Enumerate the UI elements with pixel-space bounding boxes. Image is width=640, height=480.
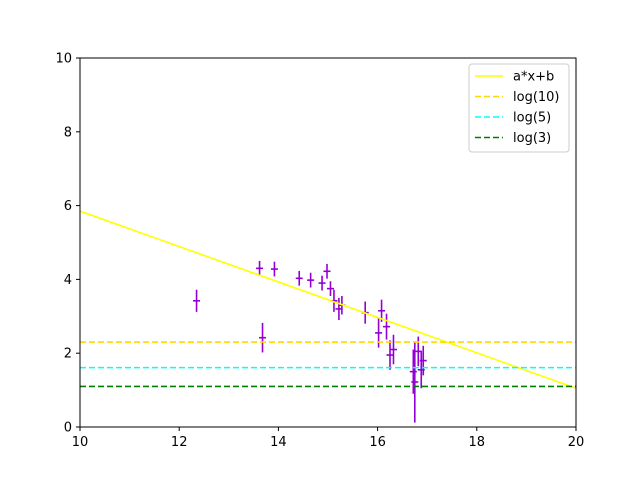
errorbar-point [323, 263, 331, 279]
errorbar-point [193, 289, 201, 312]
axes: 10 12 14 16 18 20 0 2 4 6 8 10 [55, 52, 584, 451]
x-tick-label: 18 [469, 435, 486, 450]
plot-inner [80, 210, 576, 423]
x-tick-label: 16 [369, 435, 386, 450]
errorbar-point [295, 270, 303, 286]
errorbar-point [318, 275, 326, 291]
legend: a*x+b log(10) log(5) log(3) [468, 63, 570, 153]
errorbar-point [419, 345, 427, 376]
errorbar-point [256, 260, 264, 276]
errorbar-point [259, 322, 267, 353]
errorbar-point [386, 340, 394, 370]
errorbar-point [307, 272, 315, 288]
legend-label: log(3) [513, 131, 551, 146]
y-tick-label: 8 [64, 125, 72, 140]
x-tick-label: 20 [568, 435, 585, 450]
x-tick-label: 10 [72, 435, 89, 450]
errorbar-point [411, 341, 419, 423]
errorbar-point [389, 334, 397, 365]
x-tick-label: 14 [270, 435, 287, 450]
x-tick-label: 12 [171, 435, 188, 450]
axes-frame [79, 57, 577, 428]
legend-label: log(5) [513, 111, 551, 126]
series-line-a-x-b [80, 210, 576, 390]
legend-box [468, 63, 570, 153]
legend-label: log(10) [513, 90, 560, 105]
y-tick-label: 10 [55, 52, 72, 67]
plot-area [80, 210, 576, 423]
y-tick-label: 6 [64, 199, 72, 214]
errorbar-point [383, 313, 391, 340]
errorbar-point [326, 281, 334, 297]
y-tick-label: 4 [64, 273, 72, 288]
legend-label: a*x+b [513, 70, 554, 85]
errorbar-point [270, 261, 278, 277]
y-tick-label: 0 [64, 421, 72, 436]
y-tick-label: 2 [64, 347, 72, 362]
